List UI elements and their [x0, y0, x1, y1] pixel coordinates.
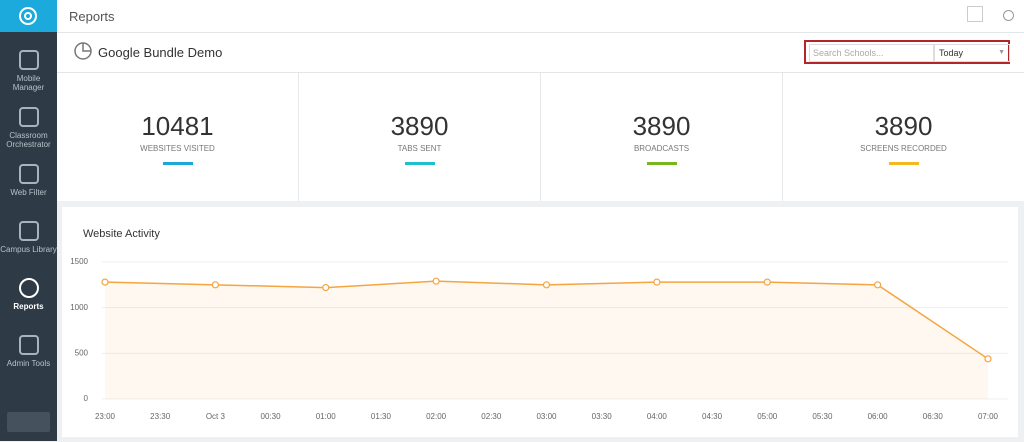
filter-box: Search Schools... Today ▼ — [804, 40, 1010, 64]
search-input[interactable]: Search Schools... — [809, 44, 934, 62]
stat-value: 3890 — [632, 111, 691, 141]
dropdown-arrow: ▼ — [998, 49, 1005, 56]
x-tick-label: 03:00 — [536, 412, 557, 421]
nav-label: Mobile Manager — [12, 74, 45, 92]
nav-icon — [18, 50, 39, 70]
nav-item[interactable]: Mobile Manager — [0, 50, 57, 92]
y-tick-label: 500 — [75, 348, 89, 357]
x-tick-label: 06:30 — [923, 412, 944, 421]
stat-value: 10481 — [141, 111, 214, 141]
logo[interactable] — [0, 0, 57, 32]
y-tick-label: 0 — [84, 394, 89, 403]
y-tick-label: 1000 — [70, 303, 88, 312]
stat-card: 3890 TABS SENT — [299, 73, 541, 201]
x-tick-label: 04:30 — [702, 412, 723, 421]
reports-icon — [74, 42, 92, 60]
page-title: Reports — [69, 9, 115, 24]
stat-label: SCREENS RECORDED — [860, 144, 947, 153]
stats-row: 10481 WEBSITES VISITED 3890 TABS SENT 3890 BR… — [57, 73, 1024, 201]
nav-icon — [18, 278, 39, 298]
x-tick-label: 07:00 — [978, 412, 999, 421]
point — [874, 281, 882, 289]
nav-label: Campus Library — [0, 245, 57, 254]
x-tick-label: 02:00 — [426, 412, 447, 421]
x-tick-label: 06:00 — [868, 412, 889, 421]
nav-label: Classroom Orchestrator — [6, 131, 51, 149]
point — [984, 355, 992, 363]
stat-underline — [404, 162, 435, 165]
point — [542, 281, 551, 289]
x-tick-label: 05:00 — [757, 412, 778, 421]
logo-icon — [19, 7, 37, 25]
point — [322, 283, 330, 292]
y-tick-label: 1500 — [70, 257, 88, 266]
search-placeholder: Search Schools... — [813, 48, 884, 58]
nav-label: Admin Tools — [6, 359, 51, 368]
x-tick-label: 23:30 — [150, 412, 171, 421]
stat-label: WEBSITES VISITED — [140, 144, 215, 153]
toolbar: Google Bundle Demo Search Schools... Tod… — [57, 33, 1024, 73]
nav-label: Reports — [13, 302, 44, 311]
stat-value: 3890 — [390, 111, 449, 141]
stat-card: 10481 WEBSITES VISITED — [57, 73, 299, 201]
point — [211, 281, 219, 289]
x-tick-label: 01:00 — [316, 412, 337, 421]
stat-value: 3890 — [874, 111, 933, 141]
stat-label: TABS SENT — [397, 144, 442, 153]
nav-item[interactable]: Classroom Orchestrator — [0, 107, 57, 149]
nav-icon — [18, 164, 39, 184]
top-bar: Reports — [57, 0, 1024, 33]
help-icon[interactable] — [1003, 10, 1014, 21]
nav-item[interactable]: Reports — [0, 278, 57, 311]
avatar[interactable] — [967, 6, 983, 22]
x-tick-label: Oct 3 — [206, 412, 226, 421]
nav-icon — [18, 221, 39, 241]
point — [763, 278, 771, 286]
nav-item[interactable]: Campus Library — [0, 221, 57, 254]
x-tick-label: 02:30 — [481, 412, 502, 421]
chart-card: Website Activity 0 500 1000 1500 23:00 23:30 O… — [62, 207, 1018, 437]
x-tick-label: 23:00 — [95, 412, 116, 421]
nav-label: Web Filter — [10, 188, 47, 197]
sidebar: Mobile Manager Classroom Orchestrator Web … — [0, 0, 57, 441]
point — [653, 278, 661, 286]
x-tick-label: 03:30 — [592, 412, 613, 421]
stat-underline — [646, 162, 677, 165]
nav-icon — [18, 335, 39, 355]
x-tick-label: 01:30 — [371, 412, 392, 421]
stat-card: 3890 SCREENS RECORDED — [783, 73, 1024, 201]
chart-title: Website Activity — [83, 228, 160, 240]
stat-card: 3890 BROADCASTS — [541, 73, 783, 201]
x-tick-label: 05:30 — [812, 412, 833, 421]
range-value: Today — [939, 48, 964, 58]
area-fill — [105, 281, 988, 399]
point — [432, 277, 440, 285]
nav-item[interactable]: Web Filter — [0, 164, 57, 197]
stat-label: BROADCASTS — [633, 144, 690, 153]
nav-icon — [18, 107, 39, 127]
x-tick-label: 04:00 — [647, 412, 668, 421]
stat-underline — [162, 162, 193, 165]
toolbar-title: Google Bundle Demo — [98, 45, 223, 60]
logout-button — [7, 412, 50, 432]
point — [101, 278, 109, 286]
x-tick-label: 00:30 — [261, 412, 282, 421]
range-select[interactable]: Today ▼ — [934, 44, 1010, 62]
stat-underline — [888, 162, 919, 165]
chart: Website Activity 0 500 1000 1500 23:00 23:30 O… — [70, 228, 1008, 421]
nav-item[interactable]: Admin Tools — [0, 335, 57, 368]
